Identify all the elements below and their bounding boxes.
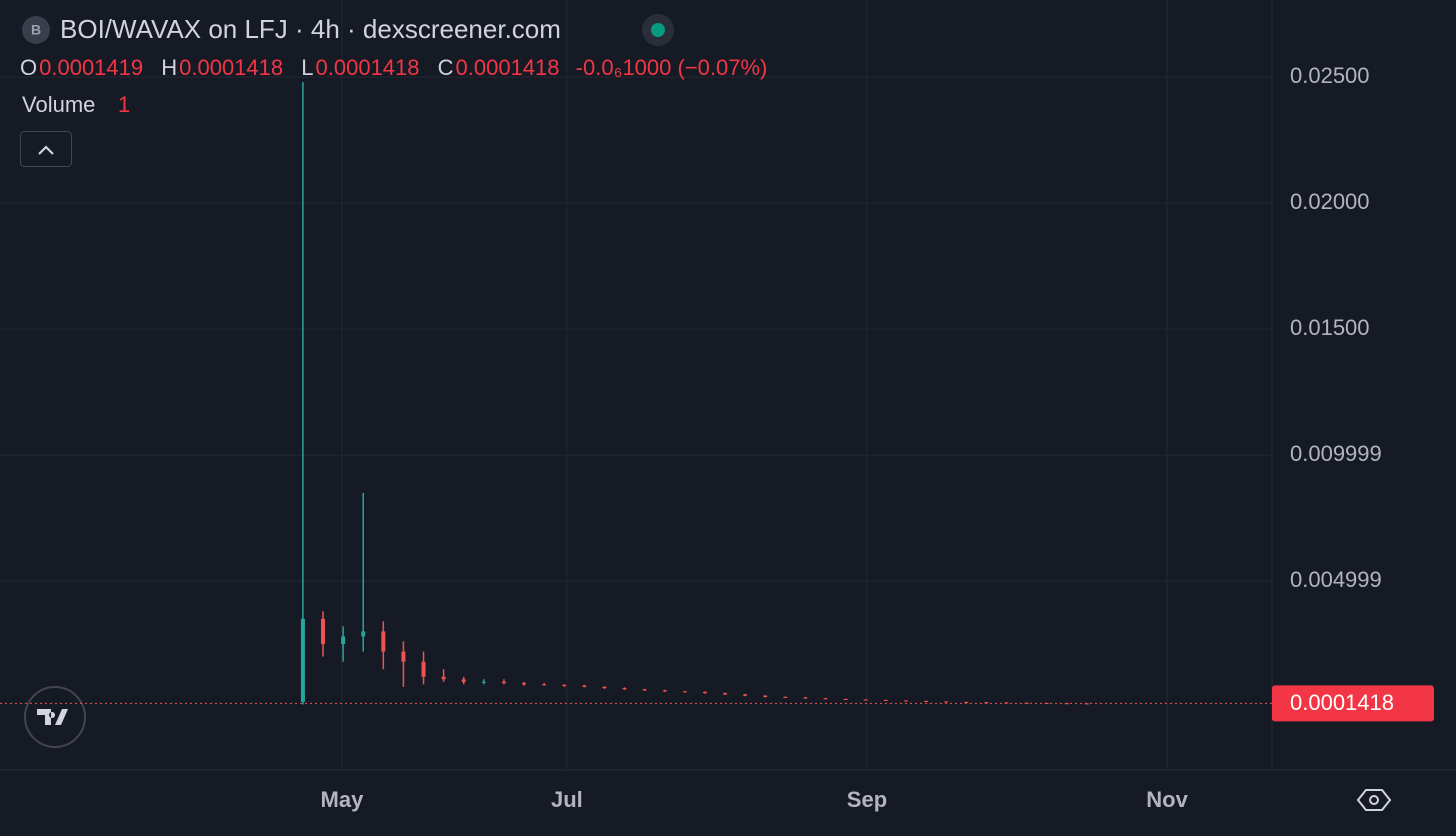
candle-body [723, 693, 728, 695]
candle-body [421, 661, 426, 677]
grid [0, 0, 1272, 770]
candle-body [783, 696, 788, 698]
badge-text: B [31, 22, 41, 38]
candle-body [662, 690, 667, 692]
y-tick-label: 0.009999 [1290, 441, 1382, 466]
candle-body [441, 676, 446, 680]
o-value: 0.0001419 [39, 55, 143, 80]
candle-body [321, 618, 326, 645]
candle-body [361, 631, 366, 637]
candle-body [602, 686, 607, 689]
candle-body [984, 702, 989, 704]
candle-body [702, 691, 707, 694]
y-tick-label: 0.004999 [1290, 567, 1382, 592]
candle-body [522, 683, 527, 685]
candle-body [542, 684, 547, 686]
candle-body [803, 697, 808, 699]
h-value: 0.0001418 [179, 55, 283, 80]
candle-body [964, 701, 969, 703]
settings-icon[interactable] [1356, 789, 1392, 811]
candle-body [341, 636, 346, 645]
candle-body [401, 651, 406, 662]
x-tick-label: May [321, 787, 365, 812]
marks [300, 82, 1089, 705]
candle-body [622, 688, 627, 690]
last-price-box [1272, 685, 1434, 722]
candle-body [381, 631, 386, 652]
candle-body [481, 681, 486, 683]
candle-body [823, 698, 828, 700]
candle-body [944, 701, 949, 703]
ohlc-legend: O0.0001419 H0.0001418 L0.0001418 C0.0001… [20, 55, 767, 80]
candle-body [863, 699, 868, 701]
candle-body [883, 699, 888, 701]
tv-logo[interactable] [24, 686, 86, 748]
collapse-icon [38, 145, 54, 155]
volume-label: Volume [22, 92, 95, 117]
candle-body [562, 684, 567, 686]
candle-body [763, 695, 768, 697]
candle-body [682, 691, 687, 693]
settings-icon-center [1369, 795, 1379, 805]
x-tick-label: Sep [847, 787, 887, 812]
chart-title: BOI/WAVAX on LFJ · 4h · dexscreener.com [60, 14, 561, 44]
tv-logo-icon [37, 709, 68, 725]
c-value: 0.0001418 [456, 55, 560, 80]
l-value: 0.0001418 [316, 55, 420, 80]
collapse-button[interactable] [20, 131, 72, 167]
candle-body [924, 700, 929, 702]
c-label: C [438, 55, 454, 80]
x-tick-label: Nov [1146, 787, 1188, 812]
last-price-label: 0.0001418 [1290, 690, 1394, 715]
candle-body [843, 698, 848, 700]
candle-body [903, 700, 908, 702]
badge [22, 16, 50, 44]
candle-body [642, 689, 647, 691]
o-label: O [20, 55, 37, 80]
change: -0.0₆1000 (−0.07%) [576, 55, 768, 80]
status-dot [651, 23, 665, 37]
candle-body [501, 681, 506, 684]
y-tick-label: 0.01500 [1290, 315, 1370, 340]
candle-body [743, 694, 748, 696]
candle-body [300, 618, 305, 702]
l-label: L [301, 55, 313, 80]
candle-body [582, 685, 587, 687]
y-tick-label: 0.02000 [1290, 189, 1370, 214]
volume-value: 1 [118, 92, 130, 117]
y-tick-label: 0.02500 [1290, 63, 1370, 88]
x-tick-label: Jul [551, 787, 583, 812]
h-label: H [161, 55, 177, 80]
candle-body [461, 679, 466, 682]
